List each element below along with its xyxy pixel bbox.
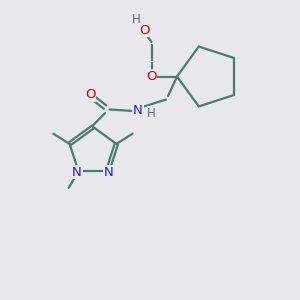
Text: N: N: [72, 166, 82, 178]
Text: O: O: [140, 23, 150, 37]
Text: H: H: [132, 13, 141, 26]
Text: N: N: [133, 104, 143, 118]
Text: O: O: [146, 70, 157, 83]
Text: N: N: [104, 166, 114, 178]
Text: H: H: [147, 107, 156, 120]
Text: O: O: [85, 88, 95, 101]
